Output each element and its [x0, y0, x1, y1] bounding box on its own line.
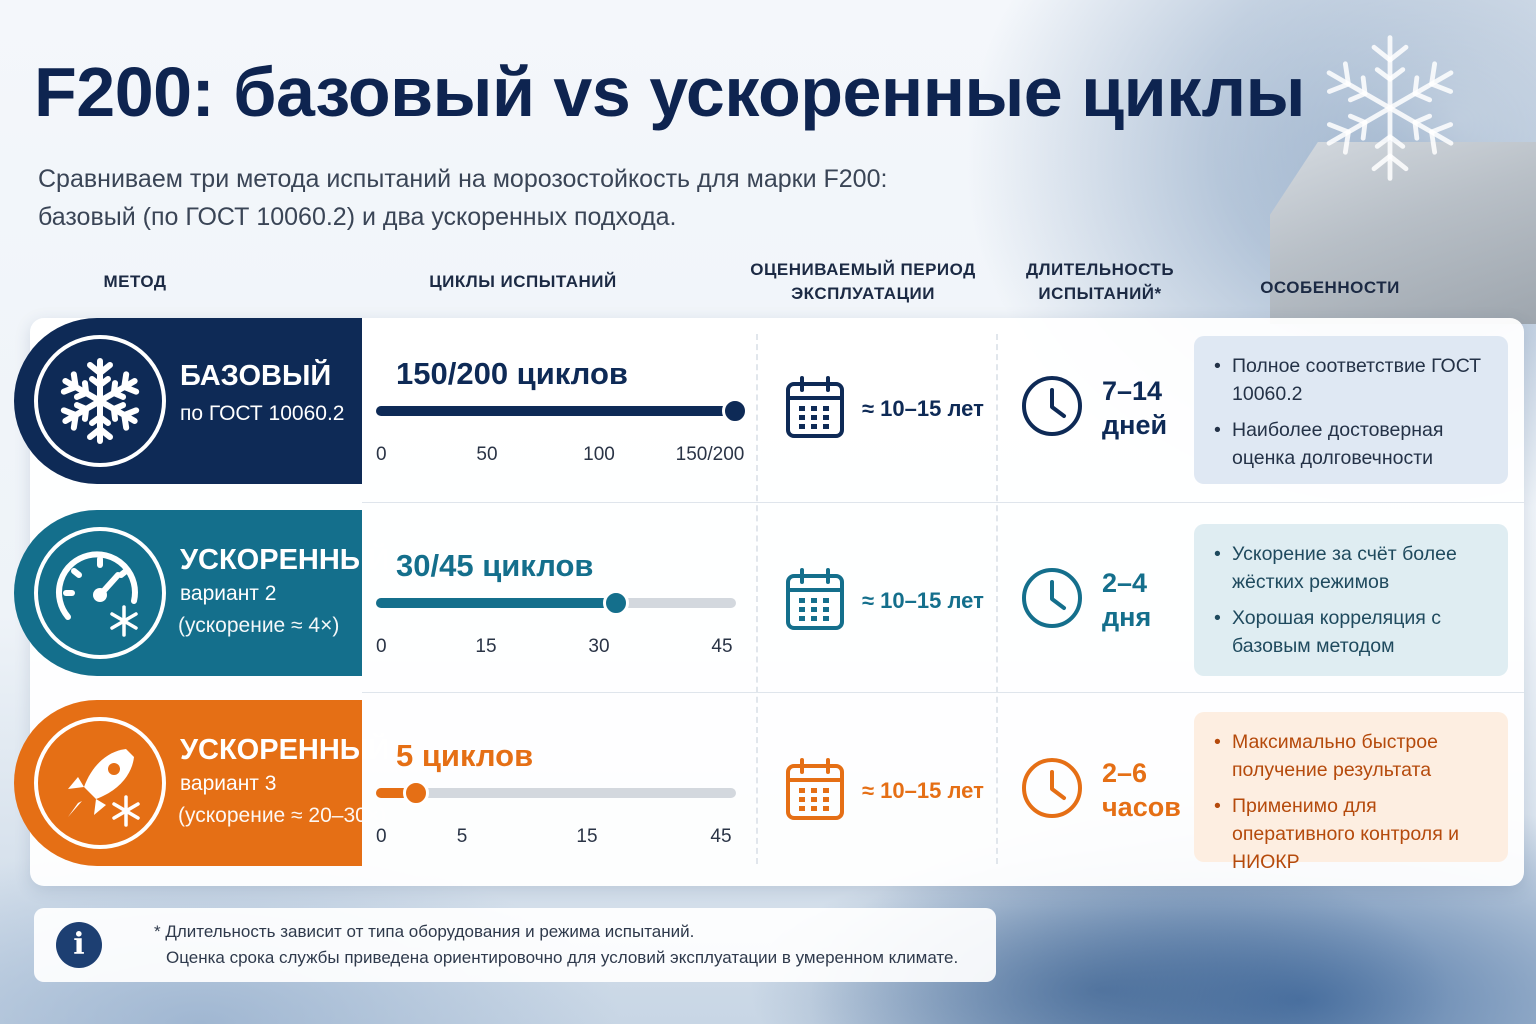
cycles-progress-fill [376, 406, 738, 416]
row-divider [362, 692, 1524, 693]
snowflake-decor-icon [1310, 35, 1470, 188]
cycles-tick-label: 45 [710, 826, 732, 847]
cycles-tick-label: 5 [456, 826, 468, 847]
cycles-label: 5 циклов [396, 738, 534, 773]
feature-item: Применимо для оперативного контроля и НИ… [1212, 792, 1494, 876]
test-duration: 2–4 дня [1102, 568, 1152, 632]
concrete-block-image [1270, 142, 1536, 324]
method-acceleration: (ускорение ≈ 20–30×) [178, 804, 387, 827]
method-card-2: УСКОРЕННЫЙ вариант 2 (ускорение ≈ 4×) [14, 510, 389, 676]
cycles-label: 150/200 циклов [396, 356, 628, 391]
cycles-tick-label: 50 [476, 444, 498, 465]
method-card-1: БАЗОВЫЙ по ГОСТ 10060.2 [14, 318, 362, 484]
snowflake-icon [38, 358, 162, 463]
cycles-tick-label: 30 [588, 636, 610, 657]
column-header-features: ОСОБЕННОСТИ [1260, 278, 1400, 297]
features-box: Максимально быстрое получение результата… [1194, 712, 1508, 873]
info-icon: i [56, 922, 102, 968]
cycles-progress-track [376, 590, 736, 616]
footnote-line-2: Оценка срока службы приведена ориентиров… [166, 948, 959, 967]
method-subtitle: вариант 3 [180, 772, 277, 795]
cycles-tick-label: 100 [583, 444, 615, 465]
method-card-3: УСКОРЕННЫЙ вариант 3 (ускорение ≈ 20–30×… [14, 700, 389, 866]
cycles-progress-marker [403, 780, 429, 806]
footnote-line-1: * Длительность зависит от типа оборудова… [154, 922, 695, 941]
calendar-icon [786, 568, 844, 630]
feature-item: Максимально быстрое получение результата [1212, 728, 1494, 784]
service-period: ≈ 10–15 лет [862, 396, 984, 421]
column-divider [756, 334, 758, 864]
method-title: УСКОРЕННЫЙ [180, 734, 390, 766]
method-subtitle: по ГОСТ 10060.2 [180, 402, 345, 425]
method-icon-ring [34, 527, 166, 659]
method-icon-ring [34, 335, 166, 467]
method-icon-ring [34, 717, 166, 849]
cycles-progress-marker [722, 398, 748, 424]
test-duration: 2–6 часов [1102, 758, 1181, 822]
clock-icon [1022, 376, 1082, 436]
cycles-progress-track [376, 780, 736, 806]
features-box: Полное соответствие ГОСТ 10060.2 Наиболее… [1194, 336, 1508, 484]
cycles-progress-fill [376, 598, 616, 608]
footnote: i * Длительность зависит от типа оборудо… [34, 908, 996, 982]
cycles-tick-label: 150/200 [675, 444, 745, 465]
cycles-tick-label: 15 [475, 636, 497, 657]
rocket-snowflake-icon [68, 749, 140, 827]
cycles-label: 30/45 циклов [396, 548, 594, 583]
column-header-period: ОЦЕНИВАЕМЫЙ ПЕРИОД ЭКСПЛУАТАЦИИ [750, 260, 976, 303]
feature-item: Полное соответствие ГОСТ 10060.2 [1212, 352, 1494, 408]
method-title: УСКОРЕННЫЙ [180, 544, 390, 576]
method-title: БАЗОВЫЙ [180, 360, 332, 392]
cycles-progress-marker [603, 590, 629, 616]
page-subtitle: Сравниваем три метода испытаний на мороз… [38, 165, 888, 231]
column-header-cycles: ЦИКЛЫ ИСПЫТАНИЙ [429, 272, 617, 291]
feature-item: Наиболее достоверная оценка долговечност… [1212, 416, 1494, 472]
column-divider [996, 334, 998, 864]
service-period: ≈ 10–15 лет [862, 778, 984, 803]
service-period: ≈ 10–15 лет [862, 588, 984, 613]
page-title: F200: базовый vs ускоренные циклы [34, 53, 1305, 131]
test-duration: 7–14 дней [1102, 376, 1168, 440]
cycles-tick-label: 45 [711, 636, 733, 657]
clock-icon [1022, 568, 1082, 628]
clock-icon [1022, 758, 1082, 818]
feature-item: Хорошая корреляция с базовым методом [1212, 604, 1494, 660]
cycles-progress-fill [376, 788, 416, 798]
row-divider [362, 502, 1524, 503]
method-subtitle: вариант 2 [180, 582, 277, 605]
cycles-tick-label: 0 [376, 636, 387, 657]
method-acceleration: (ускорение ≈ 4×) [178, 614, 340, 637]
cycles-tick-label: 15 [576, 826, 598, 847]
calendar-icon [786, 376, 844, 438]
cycles-tick-label: 0 [376, 444, 387, 465]
gauge-snowflake-icon [56, 551, 138, 637]
calendar-icon [786, 758, 844, 820]
cycles-tick-label: 0 [376, 826, 387, 847]
column-header-duration: ДЛИТЕЛЬНОСТЬ ИСПЫТАНИЙ* [1025, 260, 1175, 303]
feature-item: Ускорение за счёт более жёстких режимов [1212, 540, 1494, 596]
column-header-method: МЕТОД [103, 272, 167, 291]
features-box: Ускорение за счёт более жёстких режимов Х… [1194, 524, 1508, 676]
cycles-progress-track [376, 398, 748, 424]
